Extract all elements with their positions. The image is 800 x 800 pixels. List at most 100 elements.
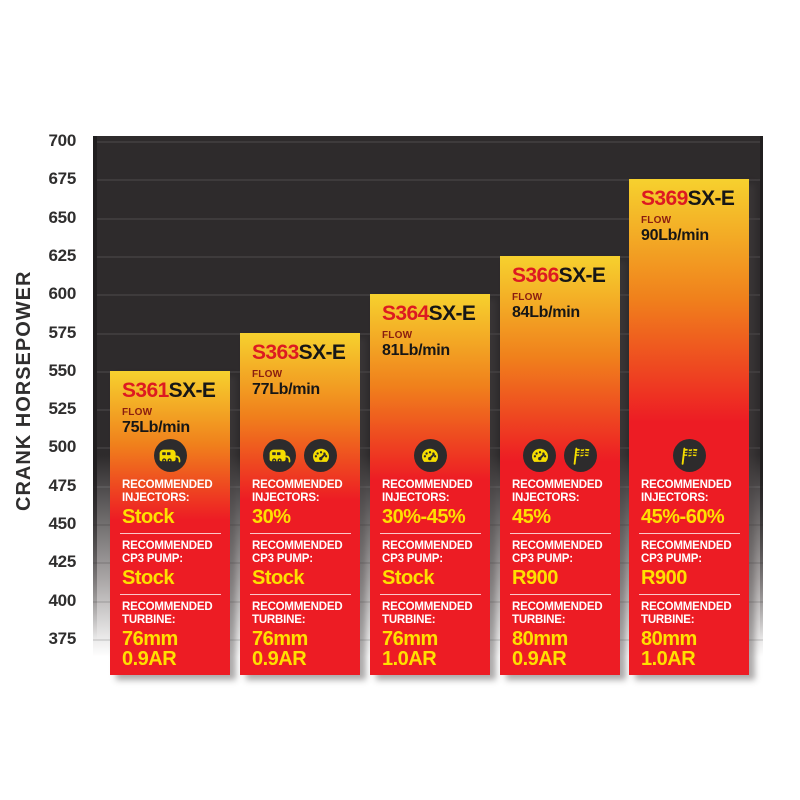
turbine-section: RECOMMENDED TURBINE: 80mm 0.9AR bbox=[512, 601, 610, 669]
turbine-value: 76mm 0.9AR bbox=[122, 627, 178, 670]
bar-model-name: S361SX-E bbox=[122, 378, 225, 402]
section-divider bbox=[639, 593, 740, 596]
section-divider bbox=[250, 532, 351, 535]
camper-icon bbox=[153, 439, 187, 473]
bar-header: S364SX-E FLOW 81Lb/min bbox=[370, 294, 490, 360]
gauge-icon bbox=[413, 439, 447, 473]
usage-icons-row bbox=[380, 439, 480, 473]
bar-s363sx-e: S363SX-E FLOW 77Lb/min RECOMMENDED INJECTOR… bbox=[240, 332, 360, 675]
injectors-value: 45% bbox=[512, 505, 551, 528]
gridline-650 bbox=[93, 217, 763, 220]
bar-s361sx-e: S361SX-E FLOW 75Lb/min RECOMMENDED INJECTOR… bbox=[110, 370, 230, 675]
injectors-value: 45%-60% bbox=[641, 505, 725, 528]
bar-header: S366SX-E FLOW 84Lb/min bbox=[500, 256, 620, 322]
section-divider bbox=[639, 532, 740, 535]
bar-specs: RECOMMENDED INJECTORS: 45%-60% RECOMMENDED C… bbox=[629, 439, 749, 675]
bar-header: S363SX-E FLOW 77Lb/min bbox=[240, 333, 360, 399]
y-tick-375: 375 bbox=[48, 629, 77, 648]
camper-icon bbox=[263, 439, 296, 473]
bar-specs: RECOMMENDED INJECTORS: 30% RECOMMENDED CP3 P… bbox=[240, 439, 360, 675]
cp3-pump-label: RECOMMENDED CP3 PUMP: bbox=[122, 540, 213, 565]
y-tick-525: 525 bbox=[48, 399, 77, 419]
injectors-label: RECOMMENDED INJECTORS: bbox=[641, 479, 732, 504]
turbine-value: 80mm 1.0AR bbox=[641, 627, 697, 670]
bar-s366sx-e: S366SX-E FLOW 84Lb/min RECOMMENDED INJECTOR… bbox=[500, 255, 620, 675]
injectors-value: 30%-45% bbox=[382, 505, 466, 528]
cp3-pump-section: RECOMMENDED CP3 PUMP: R900 bbox=[641, 540, 739, 588]
model-number: S364 bbox=[382, 302, 429, 326]
turbine-section: RECOMMENDED TURBINE: 80mm 1.0AR bbox=[641, 601, 739, 669]
flow-value: 81Lb/min bbox=[382, 342, 450, 360]
gauge-icon bbox=[304, 439, 337, 473]
model-number: S361 bbox=[122, 378, 169, 402]
plot-area: S361SX-E FLOW 75Lb/min RECOMMENDED INJECTOR… bbox=[93, 136, 763, 696]
usage-icons-row bbox=[639, 439, 739, 473]
bar-specs: RECOMMENDED INJECTORS: Stock RECOMMENDED CP3… bbox=[110, 439, 230, 675]
y-tick-400: 400 bbox=[48, 590, 77, 610]
model-number: S366 bbox=[512, 263, 559, 287]
injectors-value: 30% bbox=[252, 505, 291, 528]
section-divider bbox=[120, 593, 221, 596]
cp3-pump-value: Stock bbox=[122, 566, 174, 589]
y-tick-475: 475 bbox=[48, 475, 77, 495]
cp3-pump-label: RECOMMENDED CP3 PUMP: bbox=[512, 540, 603, 565]
y-tick-625: 625 bbox=[48, 245, 77, 265]
section-divider bbox=[380, 532, 481, 535]
model-number: S369 bbox=[641, 187, 688, 211]
injectors-section: RECOMMENDED INJECTORS: Stock bbox=[122, 479, 220, 527]
y-tick-425: 425 bbox=[48, 552, 77, 572]
injectors-value: Stock bbox=[122, 505, 174, 528]
y-tick-575: 575 bbox=[48, 322, 77, 342]
flow-label: FLOW bbox=[512, 291, 543, 303]
turbine-section: RECOMMENDED TURBINE: 76mm 0.9AR bbox=[122, 601, 220, 669]
model-number: S363 bbox=[252, 340, 299, 364]
injectors-label: RECOMMENDED INJECTORS: bbox=[382, 479, 473, 504]
y-tick-700: 700 bbox=[48, 131, 77, 150]
flow-label: FLOW bbox=[122, 406, 153, 418]
bar-s369sx-e: S369SX-E FLOW 90Lb/min RECOMMENDED INJECTOR… bbox=[629, 179, 749, 675]
race-flag-icon bbox=[564, 439, 597, 473]
y-tick-675: 675 bbox=[48, 169, 77, 189]
turbine-section: RECOMMENDED TURBINE: 76mm 0.9AR bbox=[252, 601, 350, 669]
injectors-label: RECOMMENDED INJECTORS: bbox=[122, 479, 213, 504]
turbine-label: RECOMMENDED TURBINE: bbox=[382, 601, 473, 626]
bar-model-name: S366SX-E bbox=[512, 263, 615, 287]
flow-label: FLOW bbox=[382, 330, 413, 342]
bar-header: S369SX-E FLOW 90Lb/min bbox=[629, 179, 749, 245]
injectors-section: RECOMMENDED INJECTORS: 45% bbox=[512, 479, 610, 527]
turbine-label: RECOMMENDED TURBINE: bbox=[252, 601, 343, 626]
bar-specs: RECOMMENDED INJECTORS: 30%-45% RECOMMENDED C… bbox=[370, 439, 490, 675]
cp3-pump-label: RECOMMENDED CP3 PUMP: bbox=[252, 540, 343, 565]
flow-value: 77Lb/min bbox=[252, 380, 320, 398]
turbine-value: 76mm 1.0AR bbox=[382, 627, 438, 670]
section-divider bbox=[120, 532, 221, 535]
y-tick-550: 550 bbox=[48, 360, 77, 380]
cp3-pump-section: RECOMMENDED CP3 PUMP: Stock bbox=[382, 540, 480, 588]
section-divider bbox=[510, 532, 611, 535]
y-tick-450: 450 bbox=[48, 514, 77, 534]
section-divider bbox=[250, 593, 351, 596]
plot-right-edge bbox=[760, 136, 763, 696]
section-divider bbox=[380, 593, 481, 596]
injectors-section: RECOMMENDED INJECTORS: 30%-45% bbox=[382, 479, 480, 527]
y-tick-600: 600 bbox=[48, 284, 77, 304]
flow-value: 75Lb/min bbox=[122, 418, 190, 436]
cp3-pump-value: R900 bbox=[641, 566, 687, 589]
turbine-label: RECOMMENDED TURBINE: bbox=[512, 601, 603, 626]
flow-value: 90Lb/min bbox=[641, 227, 709, 245]
cp3-pump-value: Stock bbox=[382, 566, 434, 589]
gauge-icon bbox=[523, 439, 556, 473]
turbine-label: RECOMMENDED TURBINE: bbox=[122, 601, 213, 626]
model-suffix: SX-E bbox=[168, 378, 216, 402]
y-tick-500: 500 bbox=[48, 437, 77, 457]
gridline-700 bbox=[93, 141, 763, 143]
bar-model-name: S369SX-E bbox=[641, 188, 744, 210]
turbine-value: 80mm 0.9AR bbox=[512, 627, 568, 670]
usage-icons-row bbox=[120, 439, 220, 473]
y-tick-650: 650 bbox=[48, 207, 77, 227]
bar-header: S361SX-E FLOW 75Lb/min bbox=[110, 371, 230, 437]
turbine-value: 76mm 0.9AR bbox=[252, 627, 308, 670]
cp3-pump-label: RECOMMENDED CP3 PUMP: bbox=[382, 540, 473, 565]
cp3-pump-label: RECOMMENDED CP3 PUMP: bbox=[641, 540, 732, 565]
